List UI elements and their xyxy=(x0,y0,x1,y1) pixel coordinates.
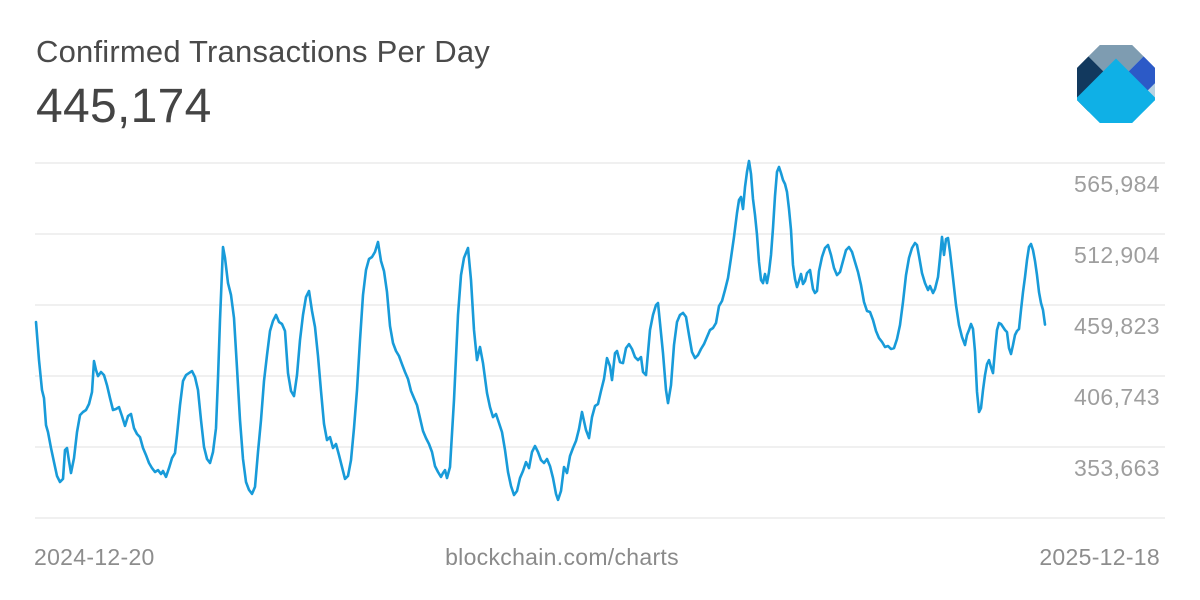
y-axis-tick-label: 459,823 xyxy=(1074,313,1160,339)
chart-header: Confirmed Transactions Per Day 445,174 xyxy=(36,34,490,134)
blockchain-logo-icon xyxy=(1076,45,1155,124)
transactions-line-series xyxy=(34,159,1047,502)
latest-value: 445,174 xyxy=(36,79,212,133)
y-axis-tick-label: 565,984 xyxy=(1074,171,1160,197)
source-watermark: blockchain.com/charts xyxy=(445,544,679,570)
logo-slate-quad xyxy=(1088,45,1144,84)
x-axis-end-date: 2025-12-18 xyxy=(1039,544,1160,570)
x-axis-start-date: 2024-12-20 xyxy=(34,544,155,570)
y-axis-tick-label: 353,663 xyxy=(1074,455,1160,481)
y-axis-tick-label: 512,904 xyxy=(1074,242,1160,268)
chart-title: Confirmed Transactions Per Day xyxy=(36,34,490,69)
y-axis-tick-label: 406,743 xyxy=(1074,384,1160,410)
chart-footer: 2024-12-20 blockchain.com/charts 2025-12… xyxy=(0,544,1200,574)
